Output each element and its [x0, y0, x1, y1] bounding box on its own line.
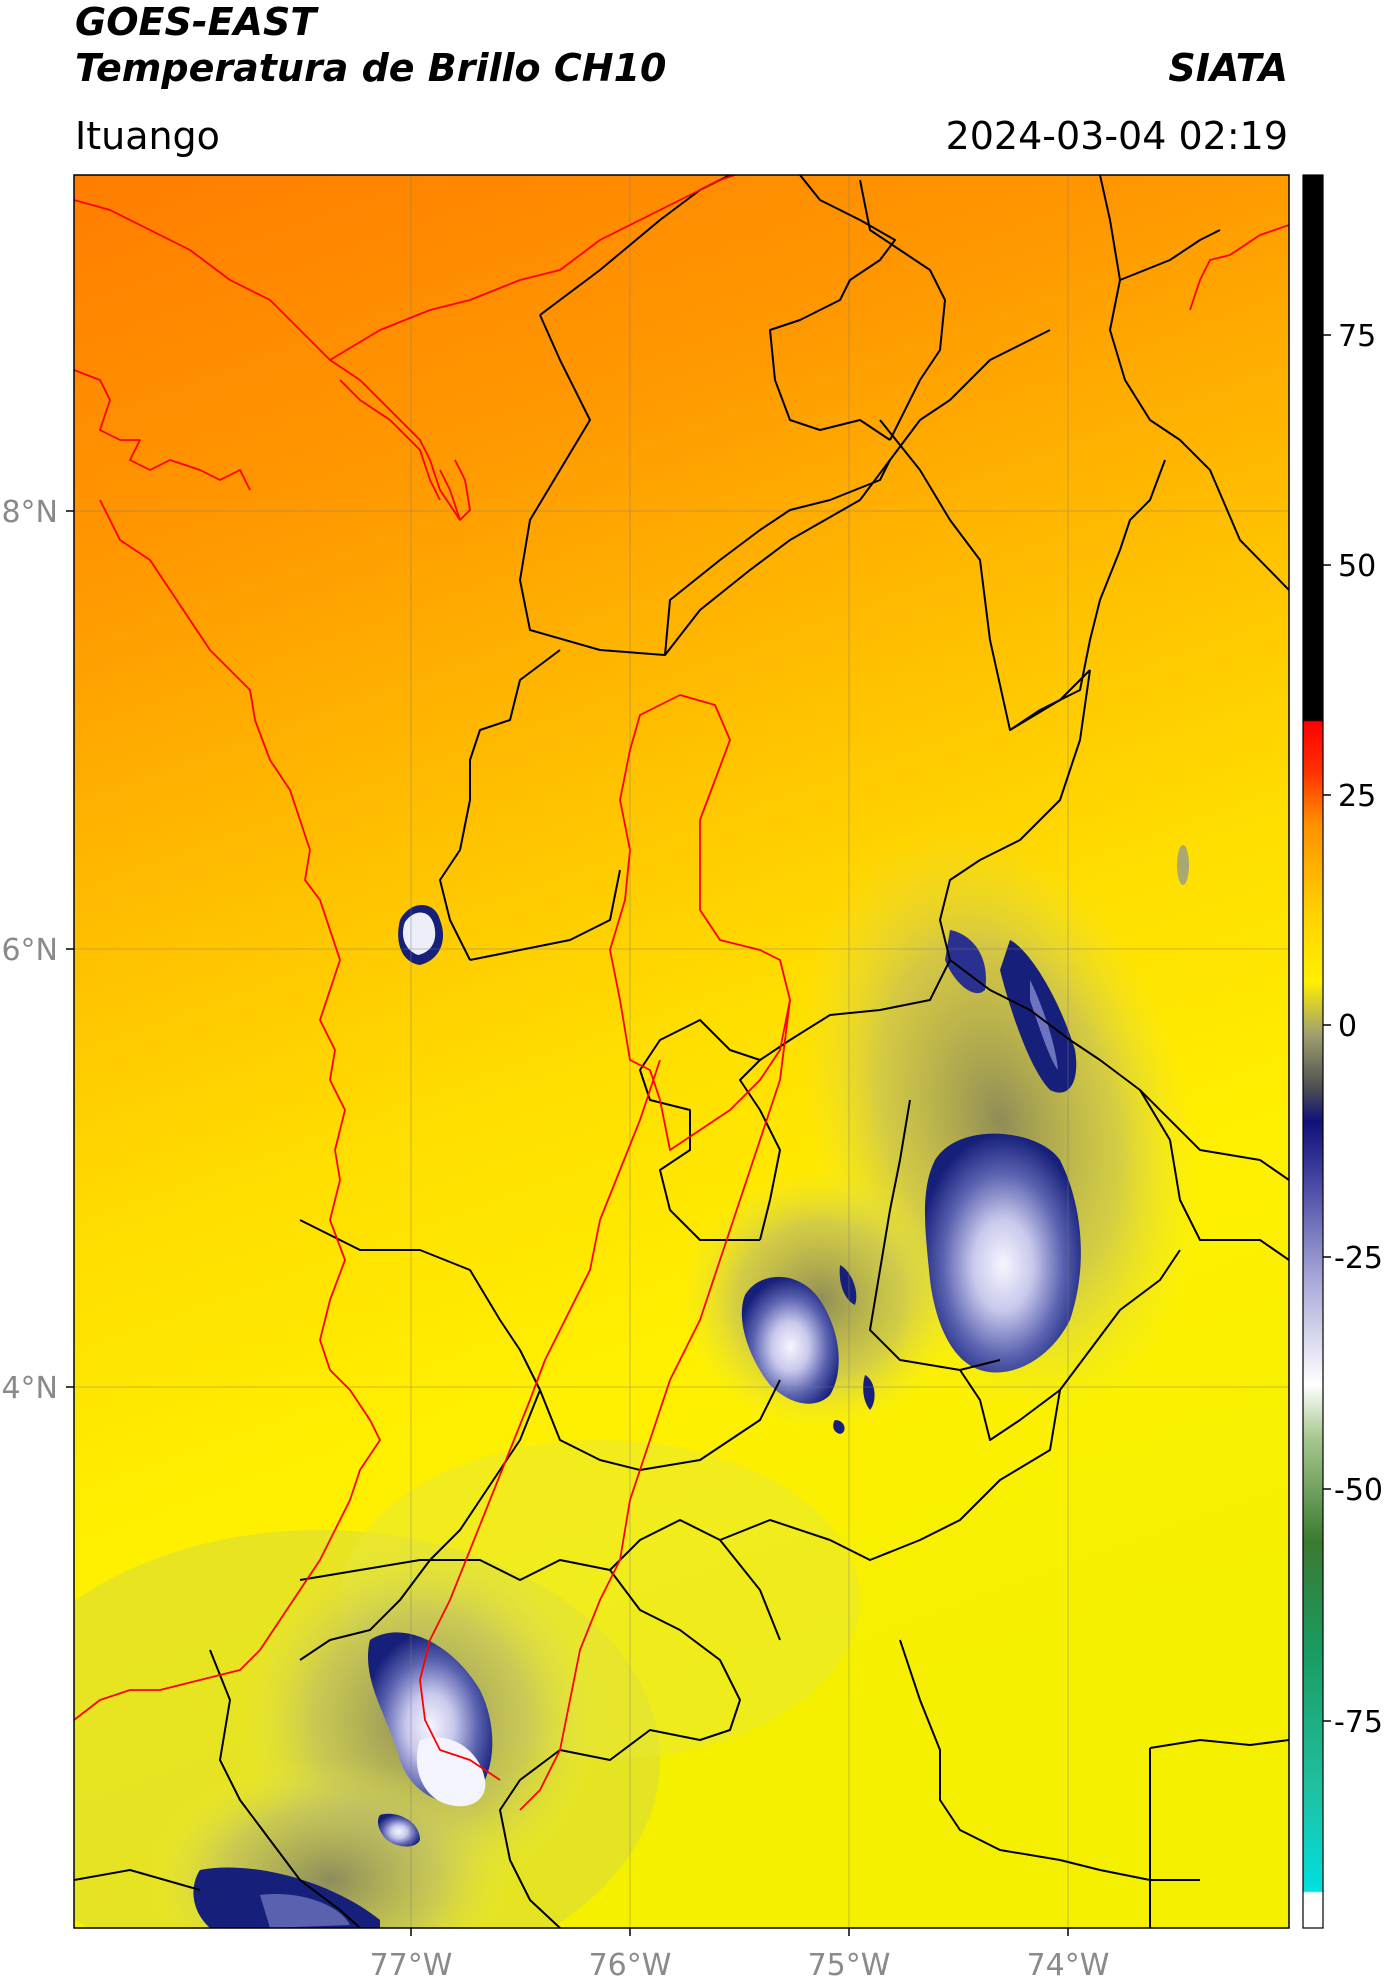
- lon-tick-label: 77°W: [370, 1948, 453, 1981]
- colorbar-tick-label: -75: [1334, 1705, 1383, 1740]
- lat-tick-label: 8°N: [1, 495, 58, 530]
- colorbar-tick-label: 75: [1338, 319, 1376, 354]
- lon-tick-label: 76°W: [589, 1948, 672, 1981]
- latitude-axis: 8°N 6°N 4°N: [1, 495, 74, 1406]
- colorbar-tick-label: 0: [1338, 1009, 1357, 1044]
- lat-tick-label: 6°N: [1, 933, 58, 968]
- lon-tick-label: 74°W: [1027, 1948, 1110, 1981]
- cloud-cluster-central: [741, 1265, 875, 1434]
- colorbar-tick-label: 50: [1338, 549, 1376, 584]
- longitude-axis: 77°W 76°W 75°W 74°W: [370, 1928, 1110, 1981]
- department-borders: [74, 175, 1289, 1928]
- cloud-cluster-southwest: [193, 1632, 493, 1928]
- datetime-label: 2024-03-04 02:19: [945, 114, 1288, 158]
- lat-tick-label: 4°N: [1, 1371, 58, 1406]
- colorbar-tick-label: -25: [1334, 1241, 1383, 1276]
- map-frame: [73, 174, 1290, 1929]
- region-label: Ituango: [75, 114, 220, 158]
- graticule: [74, 175, 1289, 1928]
- satellite-title: GOES-EAST: [75, 0, 317, 44]
- product-title: Temperatura de Brillo CH10: [75, 46, 667, 90]
- brightness-temperature-field: [74, 175, 1289, 1928]
- colorbar-tick-label: 25: [1338, 779, 1376, 814]
- coastline-national-border: [74, 175, 1289, 1811]
- organization-label: SIATA: [1168, 46, 1288, 90]
- colorbar-tick-label: -50: [1334, 1473, 1383, 1508]
- colorbar: 75 50 25 0 -25 -50 -75: [1302, 174, 1383, 1929]
- lon-tick-label: 75°W: [808, 1948, 891, 1981]
